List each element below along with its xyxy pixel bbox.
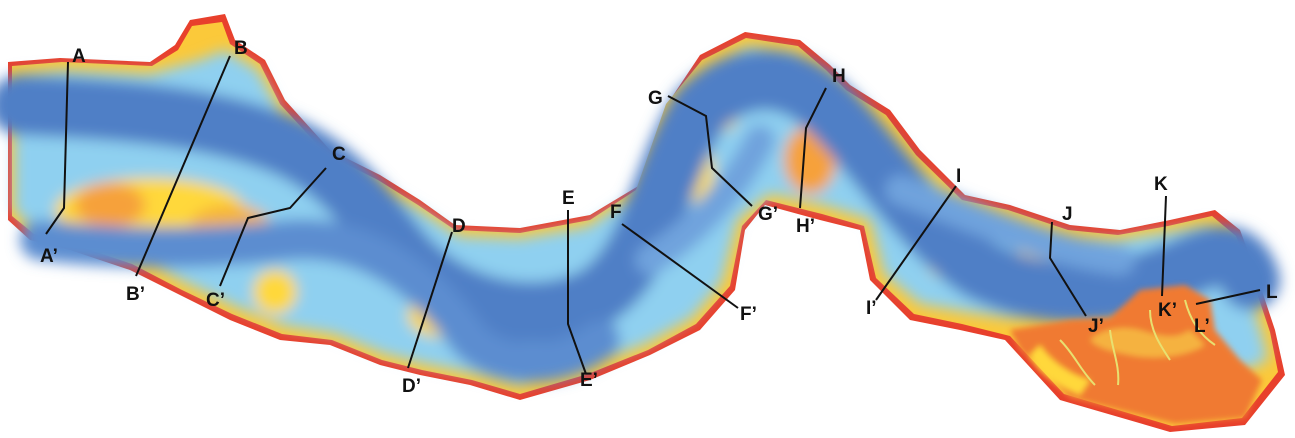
section-label-b-start: B [234,38,248,59]
cross-section-line-l [1195,289,1261,305]
section-label-l-end: L’ [1194,316,1210,337]
cross-section-line-a [45,61,69,235]
cross-section-line-h [799,87,827,209]
section-label-j-end: J’ [1088,316,1104,337]
section-label-d-end: D’ [402,376,421,397]
section-label-h-end: H’ [796,216,815,237]
section-label-l-start: L [1266,282,1278,303]
tidal-creeks [1059,299,1216,386]
salt-marsh-high [1030,345,1090,395]
cross-section-line-b [135,55,231,277]
cross-section-line-k [1161,195,1167,297]
section-label-g-end: G’ [758,204,778,225]
section-label-b-end: B’ [126,284,145,305]
section-label-h-start: H [832,66,846,87]
secondary-channel [635,125,1135,275]
section-label-a-end: A’ [40,246,58,267]
deep-channel [0,50,1280,342]
section-label-g-start: G [648,88,663,109]
section-label-e-start: E [562,188,575,209]
section-label-j-start: J [1062,204,1073,225]
section-label-e-end: E’ [580,370,598,391]
section-label-a-start: A [72,46,86,67]
cross-section-line-c [219,167,327,287]
sand-flat [253,270,297,314]
section-label-k-end: K’ [1158,300,1177,321]
cross-section-line-i [875,185,957,301]
cross-section-line-e [567,210,587,375]
section-label-f-start: F [610,202,622,223]
section-label-c-end: C’ [206,290,225,311]
section-label-f-end: F’ [740,304,757,325]
section-label-k-start: K [1154,174,1168,195]
cross-section-line-f [621,223,739,309]
salt-marsh-high [1090,328,1205,358]
section-label-c-start: C [332,144,346,165]
cross-section-line-d [407,231,453,369]
section-label-i-end: I’ [866,298,877,319]
cross-section-line-j [1048,221,1087,317]
sand-flat [75,183,145,227]
section-label-i-start: I [956,166,961,187]
secondary-channel [20,219,620,383]
cross-section-line-g [667,95,753,207]
section-label-d-start: D [452,216,466,237]
